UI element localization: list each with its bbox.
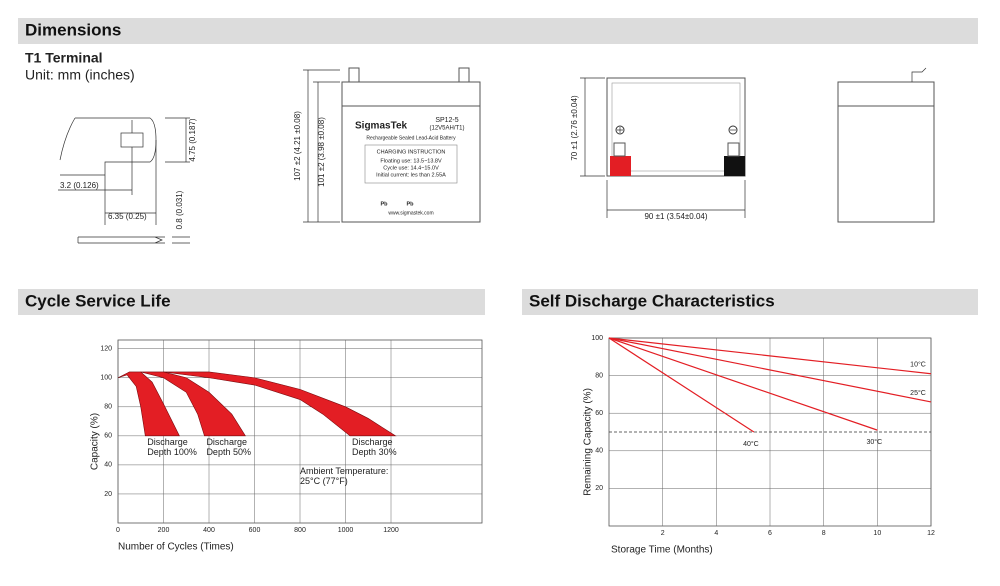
dim-label: 0.8 (0.031) <box>175 190 184 229</box>
section-title: Cycle Service Life <box>25 291 171 310</box>
subtitle: Rechargeable Sealed Lead-Acid Battery <box>366 135 456 141</box>
instruction: Floating use: 13.5~13.8V <box>380 158 442 164</box>
dim-label: 70 ±1 (2.76 ±0.04) <box>570 95 579 161</box>
y-tick-label: 20 <box>104 491 112 498</box>
dim-label: 4.75 (0.187) <box>188 118 197 161</box>
band <box>140 371 246 437</box>
x-tick-label: 10 <box>873 530 881 537</box>
x-tick-label: 6 <box>768 530 772 537</box>
dim-label: 6.35 (0.25) <box>108 212 147 221</box>
band-label: Discharge Depth 100% <box>147 436 197 457</box>
y-tick-label: 80 <box>104 404 112 411</box>
terminal-drawing <box>58 117 190 244</box>
label-box: Ambient Temperature: 25°C (77°F) <box>300 466 389 486</box>
band <box>117 371 180 437</box>
x-tick-label: 8 <box>822 530 826 537</box>
section-title: Self Discharge Characteristics <box>529 291 775 310</box>
annotation: Ambient Temperature: 25°C (77°F) <box>300 466 389 486</box>
header-bar <box>522 289 978 315</box>
dim-label: 107 ±2 (4.21 ±0.08) <box>293 111 302 181</box>
y-tick-label: 60 <box>104 433 112 440</box>
line <box>608 337 932 375</box>
x-tick-label: 4 <box>714 530 718 537</box>
series-label: 40°C <box>743 440 759 448</box>
dim-label: 90 ±1 (3.54±0.04) <box>644 212 707 221</box>
terminal-unit: Unit: mm (inches) <box>25 67 135 83</box>
y-tick-label: 40 <box>104 462 112 469</box>
x-tick-label: 2 <box>661 530 665 537</box>
instruction: Cycle use: 14.4~15.0V <box>383 165 439 171</box>
header-bar <box>18 289 485 315</box>
y-tick-label: 120 <box>100 346 112 353</box>
rating: (12V5AH/T1) <box>429 126 464 132</box>
y-tick-label: 20 <box>595 485 603 492</box>
line <box>608 337 932 403</box>
header-bar <box>18 18 978 44</box>
y-axis-label: Remaining Capacity (%) <box>583 388 594 496</box>
instruction-title: CHARGING INSTRUCTION <box>377 149 446 155</box>
x-tick-label: 800 <box>294 527 306 534</box>
band-label: Discharge Depth 30% <box>352 436 397 457</box>
x-tick-label: 1200 <box>383 527 399 534</box>
x-tick-label: 0 <box>116 527 120 534</box>
label-box: Discharge Depth 100% <box>147 436 197 457</box>
x-tick-label: 12 <box>927 530 935 537</box>
battery-front <box>303 67 481 223</box>
instruction: Initial current: les than 2.55A <box>376 172 446 178</box>
line <box>608 337 755 433</box>
x-axis-label: Number of Cycles (Times) <box>118 542 234 553</box>
y-tick-label: 40 <box>595 448 603 455</box>
dim-label: 101 ±2 (3.98 ±0.08) <box>317 117 326 187</box>
icon-label: Pb <box>406 201 414 207</box>
x-tick-label: 200 <box>158 527 170 534</box>
brand: SigmasTek <box>355 121 407 132</box>
label-box: Discharge Depth 30% <box>352 436 397 457</box>
series-label: 10°C <box>910 361 926 369</box>
x-tick-label: 1000 <box>338 527 354 534</box>
website: www.sigmastek.com <box>388 210 433 216</box>
x-tick-label: 400 <box>203 527 215 534</box>
line <box>608 337 878 431</box>
y-tick-label: 80 <box>595 372 603 379</box>
dim-label: 3.2 (0.126) <box>60 181 99 190</box>
band-label: Discharge Depth 50% <box>206 436 251 457</box>
x-axis-label: Storage Time (Months) <box>611 545 713 556</box>
section-title: Dimensions <box>25 20 121 39</box>
x-tick-label: 600 <box>249 527 261 534</box>
icon-label: Pb <box>380 201 388 207</box>
band <box>163 371 397 437</box>
battery-top <box>580 77 746 218</box>
model: SP12-5 <box>435 117 458 124</box>
y-axis-label: Capacity (%) <box>90 413 101 470</box>
battery-side <box>837 67 935 223</box>
y-tick-label: 100 <box>100 375 112 382</box>
series-label: 30°C <box>867 438 883 446</box>
y-tick-label: 60 <box>595 410 603 417</box>
series-label: 25°C <box>910 389 926 397</box>
y-tick-label: 100 <box>591 335 603 342</box>
terminal-title: T1 Terminal <box>25 50 103 66</box>
label-box: Discharge Depth 50% <box>206 436 251 457</box>
